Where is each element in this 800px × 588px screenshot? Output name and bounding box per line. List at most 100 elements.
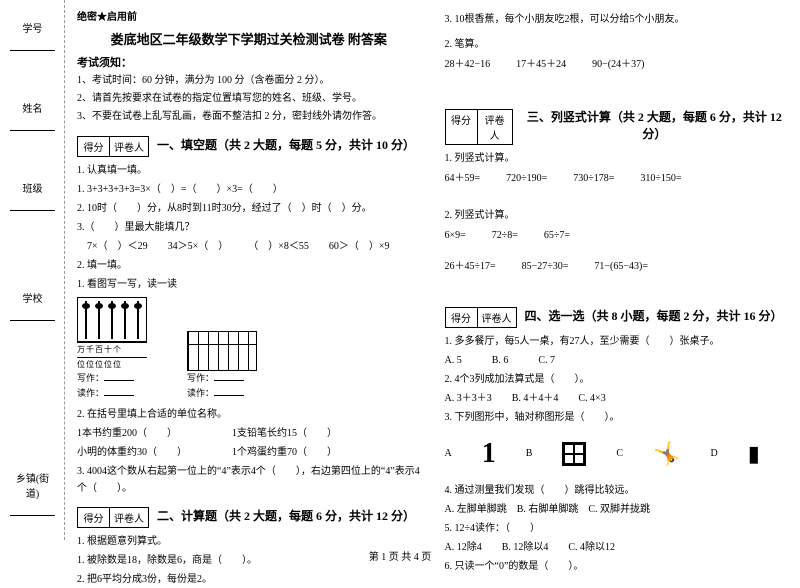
c-q2o: A. 3＋3＋3 B. 4＋4＋4 C. 4×3 — [445, 390, 789, 407]
fill-h2: 2. 填一填。 — [77, 257, 421, 274]
opt-b-label: B — [526, 445, 533, 462]
exam-title: 娄底地区二年级数学下学期过关检测试卷 附答案 — [77, 29, 421, 48]
c-q4: 4. 通过测量我们发现（ ）跳得比较远。 — [445, 482, 789, 499]
v-expr: 65÷7= — [544, 227, 570, 244]
bind-field-school: 学校 — [10, 290, 55, 321]
write-label: 写作： — [77, 373, 104, 383]
fill-l1: 1. 3+3+3+3+3=3×（ ）=（ ）×3=（ ） — [77, 181, 421, 198]
shape-options: A 1 B C 🤸 D ▮ — [445, 430, 789, 478]
grader-cell: 评卷人 — [478, 308, 516, 327]
shape-number-1-icon: 1 — [482, 430, 496, 478]
notice-item: 3、不要在试卷上乱写乱画，卷面不整洁扣 2 分，密封线外请勿作答。 — [77, 108, 421, 126]
c-q5: 5. 12÷4读作：（ ） — [445, 520, 789, 537]
v-expr: 720÷190= — [506, 170, 547, 187]
shape-grid-icon — [562, 442, 586, 466]
v-expr: 26＋45÷17= — [445, 258, 496, 275]
bind-blank — [10, 37, 55, 51]
choice-questions: 1. 多多餐厅，每5人一桌，有27人，至少需要（ ）张桌子。 A. 5 B. 6… — [445, 333, 789, 575]
v-expr: 64＋59= — [445, 170, 481, 187]
c-q4o: A. 左脚单脚跳 B. 右脚单脚跳 C. 双脚并拢跳 — [445, 501, 789, 518]
notice-heading: 考试须知： — [77, 54, 421, 70]
fill-l4: 7×（ ）＜29 34＞5×（ ） （ ）×8＜55 60＞（ ）×9 — [77, 238, 421, 255]
grader-cell: 评卷人 — [478, 110, 512, 144]
score-cell: 得分 — [446, 110, 478, 144]
abacus-sub: 位位位位位 — [77, 357, 147, 372]
write-label: 写作： — [187, 373, 214, 383]
calc-q1b: 2. 把6平均分成3份，每份是2。 — [77, 571, 421, 588]
c-q1: 1. 多多餐厅，每5人一桌，有27人，至少需要（ ）张桌子。 — [445, 333, 789, 350]
bind-field-class: 班级 — [10, 180, 55, 211]
score-cell: 得分 — [78, 137, 110, 156]
bind-field-xuehao: 学号 — [10, 20, 55, 51]
calc-q1c: 3. 10根香蕉，每个小朋友吃2根，可以分给5个小朋友。 — [445, 11, 789, 28]
score-cell: 得分 — [446, 308, 478, 327]
v-expr: 85−27÷30= — [522, 258, 569, 275]
section-3-header: 得分 评卷人 三、列竖式计算（共 2 大题，每题 6 分，共计 12 分） — [445, 103, 789, 147]
abacus-row: 万千百十个 位位位位位 写作： 读作： 写作： 读作： — [77, 297, 421, 402]
bind-label: 学号 — [10, 20, 55, 35]
abacus-image — [77, 297, 147, 342]
section-2-header: 得分 评卷人 二、计算题（共 2 大题，每题 6 分，共计 12 分） — [77, 501, 421, 530]
section-1-title: 一、填空题（共 2 大题，每题 5 分，共计 10 分） — [157, 136, 415, 153]
bind-field-town: 乡镇(街道) — [10, 470, 55, 516]
vert-row3: 26＋45÷17= 85−27÷30= 71−(65−43)= — [445, 258, 789, 275]
read-label: 读作： — [77, 388, 104, 398]
calc-q2h: 2. 笔算。 — [445, 36, 789, 53]
grader-cell: 评卷人 — [110, 137, 148, 156]
notice-item: 1、考试时间：60 分钟，满分为 100 分（含卷面分 2 分）。 — [77, 72, 421, 90]
fill-look: 1. 看图写一写，读一读 — [77, 276, 421, 293]
bind-blank — [10, 502, 55, 516]
v-expr: 730÷178= — [573, 170, 614, 187]
read-blank — [104, 395, 134, 396]
calc-expr: 90−(24＋37) — [592, 56, 644, 73]
calc-cont: 3. 10根香蕉，每个小朋友吃2根，可以分给5个小朋友。 2. 笔算。 28＋4… — [445, 11, 789, 73]
score-box: 得分 评卷人 — [77, 507, 149, 528]
opt-c-label: C — [616, 445, 623, 462]
fill-l2: 2. 10时（ ）分，从8时到11时30分，经过了（ ）时（ ）分。 — [77, 200, 421, 217]
score-cell: 得分 — [78, 508, 110, 527]
bind-label: 姓名 — [10, 100, 55, 115]
vert-row1: 64＋59= 720÷190= 730÷178= 310÷150= — [445, 170, 789, 187]
abacus-2: 写作： 读作： — [187, 331, 257, 402]
vert-questions: 1. 列竖式计算。 64＋59= 720÷190= 730÷178= 310÷1… — [445, 150, 789, 275]
abacus-1: 万千百十个 位位位位位 写作： 读作： — [77, 297, 147, 402]
right-column: 3. 10根香蕉，每个小朋友吃2根，可以分给5个小朋友。 2. 笔算。 28＋4… — [433, 0, 800, 540]
p400: 3. 4004这个数从右起第一位上的“4”表示4个（ ），右边第四位上的“4”表… — [77, 463, 421, 497]
notice-list: 1、考试时间：60 分钟，满分为 100 分（含卷面分 2 分）。 2、请首先按… — [77, 72, 421, 126]
abacus-digits: 万千百十个 — [77, 342, 147, 357]
opt-a-label: A — [445, 445, 452, 462]
score-box: 得分 评卷人 — [445, 109, 513, 145]
fill-l3: 3.（ ）里最大能填几？ — [77, 219, 421, 236]
score-box: 得分 评卷人 — [77, 136, 149, 157]
section-4-title: 四、选一选（共 8 小题，每题 2 分，共计 16 分） — [525, 307, 783, 324]
bind-label: 乡镇(街道) — [10, 470, 55, 500]
read-blank — [214, 395, 244, 396]
left-column: 绝密★启用前 娄底地区二年级数学下学期过关检测试卷 附答案 考试须知： 1、考试… — [65, 0, 433, 540]
v-expr: 71−(65−43)= — [594, 258, 648, 275]
section-1-header: 得分 评卷人 一、填空题（共 2 大题，每题 5 分，共计 10 分） — [77, 130, 421, 159]
bind-field-name: 姓名 — [10, 100, 55, 131]
opt-d-label: D — [710, 445, 717, 462]
write-blank — [214, 380, 244, 381]
bind-blank — [10, 197, 55, 211]
calc-row: 28＋42−16 17＋45＋24 90−(24＋37) — [445, 56, 789, 73]
unit-1: 1本书约重200（ ） 1支铅笔长约15（ ） — [77, 425, 421, 442]
score-box: 得分 评卷人 — [445, 307, 517, 328]
unit-2: 小明的体重约30（ ） 1个鸡蛋约重70（ ） — [77, 444, 421, 461]
unit-heading: 2. 在括号里填上合适的单位名称。 — [77, 406, 421, 423]
vert-h1: 1. 列竖式计算。 — [445, 150, 789, 167]
binding-column: 学号 姓名 班级 学校 乡镇(街道) — [0, 0, 65, 540]
v-expr: 6×9= — [445, 227, 466, 244]
secret-label: 绝密★启用前 — [77, 8, 421, 23]
bind-blank — [10, 307, 55, 321]
bind-label: 班级 — [10, 180, 55, 195]
write-blank — [104, 380, 134, 381]
page: 学号 姓名 班级 学校 乡镇(街道) 绝密★启用前 娄底地区二年级数学下学期过关… — [0, 0, 800, 540]
bind-blank — [10, 117, 55, 131]
c-q1o: A. 5 B. 6 C. 7 — [445, 352, 789, 369]
grader-cell: 评卷人 — [110, 508, 148, 527]
calc-expr: 17＋45＋24 — [516, 56, 566, 73]
content-area: 绝密★启用前 娄底地区二年级数学下学期过关检测试卷 附答案 考试须知： 1、考试… — [65, 0, 800, 540]
vert-row2: 6×9= 72÷8= 65÷7= — [445, 227, 789, 244]
section-3-title: 三、列竖式计算（共 2 大题，每题 6 分，共计 12 分） — [521, 108, 788, 142]
